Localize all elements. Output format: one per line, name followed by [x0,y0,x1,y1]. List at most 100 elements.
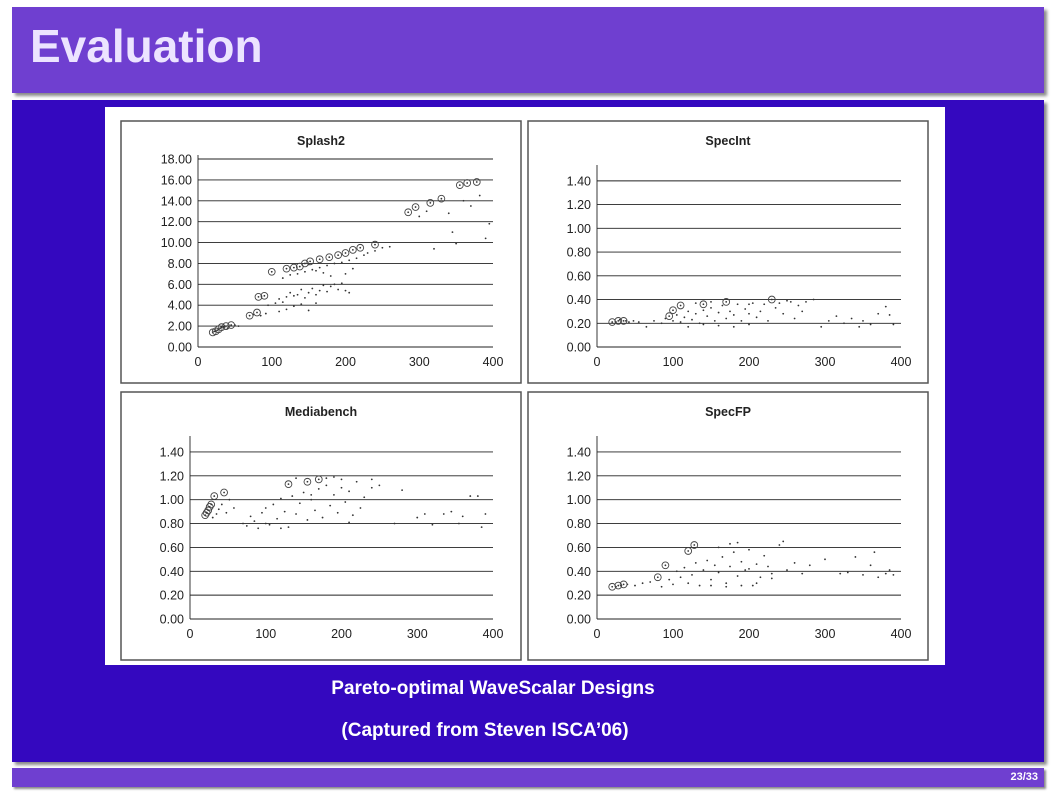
pareto-point-center [223,491,225,494]
data-point [249,515,252,518]
data-point [710,301,712,303]
pareto-point [371,240,379,249]
data-point [355,480,358,483]
data-point [793,317,796,320]
x-tick-label: 400 [483,355,504,369]
chart-title: SpecFP [705,405,751,419]
x-tick-label: 200 [331,627,352,641]
pareto-point [217,323,226,332]
data-point [322,284,325,287]
pareto-point [722,298,731,306]
data-point [820,325,823,328]
pareto-point-center [617,319,620,322]
pareto-point-center [466,182,469,184]
data-point [672,583,674,586]
data-point [710,584,712,587]
data-point [418,215,421,218]
chart-title: Splash2 [297,134,345,148]
pareto-point [437,194,446,203]
data-point [291,495,294,497]
data-point [276,517,279,520]
data-point [488,222,491,225]
x-tick-label: 100 [261,355,282,369]
data-point [858,325,861,328]
pareto-point [334,251,342,259]
y-tick-label: 1.00 [567,493,591,507]
data-point [824,558,826,561]
data-point [281,301,284,303]
data-point [797,304,800,307]
data-point [351,267,354,270]
data-point [285,295,288,298]
data-point [675,314,678,316]
data-point [462,199,465,202]
data-point [455,242,458,245]
data-point [264,507,267,509]
data-point [340,478,343,481]
data-point [326,264,328,267]
data-point [624,319,627,322]
data-point [759,310,762,313]
y-tick-label: 0.40 [567,293,591,307]
data-point [664,317,667,320]
data-point [694,562,697,564]
data-point [710,306,712,309]
y-tick-label: 1.00 [567,222,591,236]
data-point [732,314,735,316]
data-point [732,551,735,554]
data-point [717,311,720,314]
data-point [314,509,316,512]
data-point [476,495,479,497]
y-tick-label: 14.00 [161,194,192,208]
y-tick-label: 8.00 [168,257,192,271]
data-point [298,502,301,505]
data-point [355,257,358,260]
data-point [393,522,396,525]
data-point [336,511,339,514]
pareto-point-center [270,270,273,273]
data-point [225,511,228,514]
pareto-point [301,259,309,268]
data-point [469,205,472,207]
data-point [736,541,739,544]
x-tick-label: 200 [739,627,760,641]
data-point [366,252,369,254]
data-point [782,312,785,315]
pareto-point [426,199,435,207]
pareto-point-center [225,325,227,328]
data-point [321,516,324,519]
chart-specfp: SpecFP 0.00 0.20 0.40 0.60 0.80 1.00 1.20 1.40 0 1… [527,391,929,661]
data-point [381,246,384,249]
pareto-point [411,203,420,211]
pareto-point [669,306,677,315]
pareto-point [315,255,324,264]
data-point [717,546,720,549]
data-point [213,330,216,333]
data-point [317,488,320,490]
data-point [759,576,762,579]
y-tick-label: 12.00 [161,215,192,229]
pareto-point [207,500,216,509]
pareto-point-center [611,321,614,323]
data-point [326,290,328,293]
data-point [388,245,391,248]
data-point [220,503,223,506]
data-point [634,584,636,587]
data-point [447,212,450,215]
y-tick-label: 0.00 [160,613,184,627]
data-point [264,522,267,525]
pareto-point-center [656,576,659,579]
pareto-point [245,311,254,320]
y-tick-label: 1.20 [567,198,591,212]
data-point [300,288,303,291]
pareto-point [204,506,213,515]
data-point [306,519,309,521]
y-tick-label: 4.00 [168,299,192,313]
data-point [653,319,655,322]
data-point [755,582,758,585]
data-point [374,250,376,252]
data-point [801,310,804,313]
pareto-point-center [263,294,266,297]
caption-title: Pareto-optimal WaveScalar Designs [331,678,655,699]
data-point [767,565,769,568]
